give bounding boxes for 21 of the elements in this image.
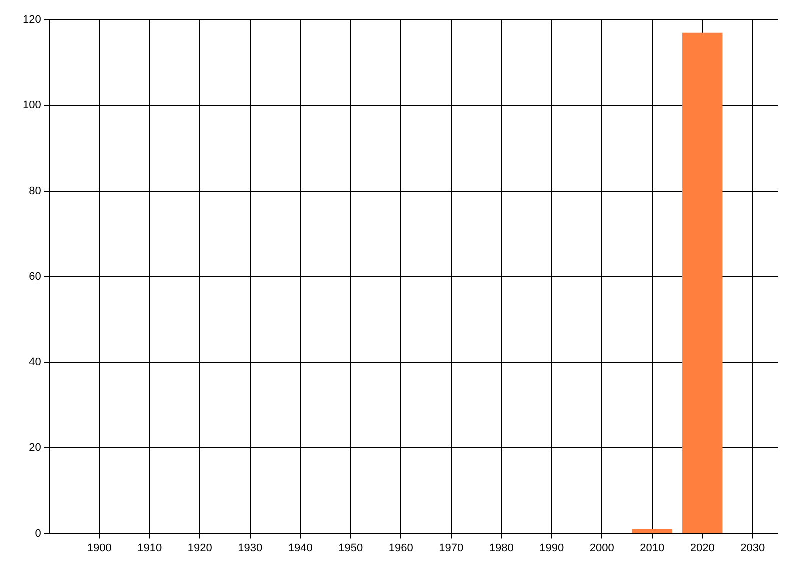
x-tick-label: 1960 [388, 542, 414, 554]
x-tick-label: 1920 [188, 542, 212, 554]
x-tick-label: 1900 [87, 542, 112, 554]
y-tick-label: 100 [22, 100, 42, 112]
x-tick-label: 1970 [439, 542, 464, 554]
x-tick-label: 1940 [288, 542, 313, 554]
x-tick-label: 1950 [338, 542, 364, 554]
x-tick-label: 1910 [138, 542, 162, 554]
y-tick-label: 20 [29, 442, 42, 454]
x-tick-label: 2020 [690, 542, 715, 554]
y-tick-label: 120 [22, 14, 42, 26]
x-tick-label: 1930 [238, 542, 263, 554]
x-tick-label: 2000 [590, 542, 614, 554]
y-tick-label: 60 [29, 270, 42, 283]
x-tick-label: 2010 [640, 542, 665, 554]
x-tick-label: 2030 [740, 542, 766, 554]
x-tick-label: 1990 [540, 542, 564, 554]
y-tick-label: 0 [35, 528, 42, 540]
y-tick-label: 40 [29, 356, 42, 369]
y-tick-label: 80 [29, 185, 42, 198]
x-tick-label: 1980 [489, 542, 514, 554]
